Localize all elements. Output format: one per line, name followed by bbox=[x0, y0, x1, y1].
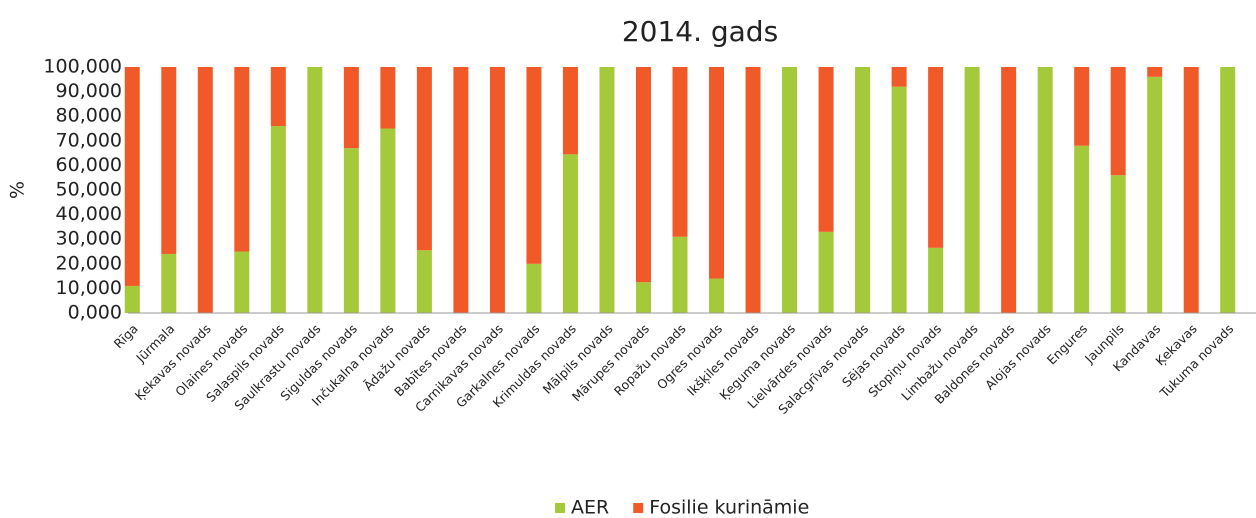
bar-segment bbox=[635, 67, 651, 283]
y-tick-label: 40,000 bbox=[56, 203, 122, 225]
y-tick-label: 50,000 bbox=[56, 179, 122, 201]
bar-segment bbox=[1147, 76, 1163, 313]
bar-segment bbox=[270, 126, 286, 313]
bar-segment bbox=[416, 67, 432, 251]
bar-segment bbox=[855, 67, 871, 313]
chart-title: 2014. gads bbox=[622, 15, 778, 48]
legend-label: AER bbox=[571, 497, 609, 518]
bar-segment bbox=[745, 67, 761, 313]
bar-segment bbox=[343, 148, 359, 313]
bar-segment bbox=[526, 263, 542, 313]
bar-segment bbox=[380, 67, 396, 129]
bar-segment bbox=[672, 67, 688, 237]
bar-segment bbox=[307, 67, 323, 313]
y-tick-label: 80,000 bbox=[56, 105, 122, 127]
legend-swatch bbox=[555, 503, 565, 513]
bar-segment bbox=[635, 282, 651, 313]
bar-segment bbox=[270, 67, 286, 127]
bar-segment bbox=[380, 128, 396, 313]
y-tick-label: 60,000 bbox=[56, 154, 122, 176]
y-tick-label: 20,000 bbox=[56, 252, 122, 274]
bar-segment bbox=[818, 67, 834, 232]
bar-segment bbox=[1001, 67, 1017, 313]
bar-segment bbox=[197, 67, 213, 313]
bar-segment bbox=[489, 67, 505, 313]
bar-segment bbox=[672, 236, 688, 313]
bar-segment bbox=[124, 67, 140, 286]
bar-segment bbox=[1183, 67, 1199, 313]
bar-segment bbox=[1110, 67, 1126, 176]
bar-segment bbox=[562, 67, 578, 155]
y-axis-label: % bbox=[7, 181, 29, 199]
bar-segment bbox=[1220, 67, 1236, 313]
bar-segment bbox=[964, 67, 980, 313]
bar-segment bbox=[416, 250, 432, 313]
bar-segment bbox=[562, 154, 578, 313]
y-tick-label: 100,000 bbox=[43, 56, 122, 78]
bar-segment bbox=[1074, 145, 1090, 313]
bar-segment bbox=[782, 67, 798, 313]
y-tick-label: 70,000 bbox=[56, 129, 122, 151]
x-tick-label: Engures bbox=[1044, 321, 1090, 367]
bar-segment bbox=[1147, 67, 1163, 77]
bar-segment bbox=[928, 247, 944, 313]
bar-segment bbox=[891, 86, 907, 314]
bar-segment bbox=[891, 67, 907, 87]
bar-segment bbox=[234, 251, 250, 313]
bar-segment bbox=[234, 67, 250, 252]
bar-segment bbox=[818, 231, 834, 313]
bar-segment bbox=[709, 278, 725, 313]
bar-segment bbox=[526, 67, 542, 264]
bar-segment bbox=[599, 67, 615, 313]
bar-segment bbox=[161, 67, 177, 254]
bar-segment bbox=[928, 67, 944, 248]
bar-segment bbox=[453, 67, 469, 313]
bar-segment bbox=[1037, 67, 1053, 313]
x-tick-label: Rīga bbox=[111, 321, 141, 351]
legend-swatch bbox=[633, 503, 644, 513]
y-tick-label: 30,000 bbox=[56, 228, 122, 250]
bar-segment bbox=[161, 253, 177, 313]
y-tick-label: 10,000 bbox=[56, 277, 122, 299]
y-tick-label: 90,000 bbox=[56, 80, 122, 102]
bar-segment bbox=[343, 67, 359, 149]
bar-segment bbox=[124, 285, 140, 313]
legend-label: Fosilie kurināmie bbox=[649, 497, 809, 518]
bar-segment bbox=[1074, 67, 1090, 146]
bar-segment bbox=[1110, 175, 1126, 313]
y-tick-label: 0,000 bbox=[68, 302, 122, 324]
bar-segment bbox=[709, 67, 725, 279]
